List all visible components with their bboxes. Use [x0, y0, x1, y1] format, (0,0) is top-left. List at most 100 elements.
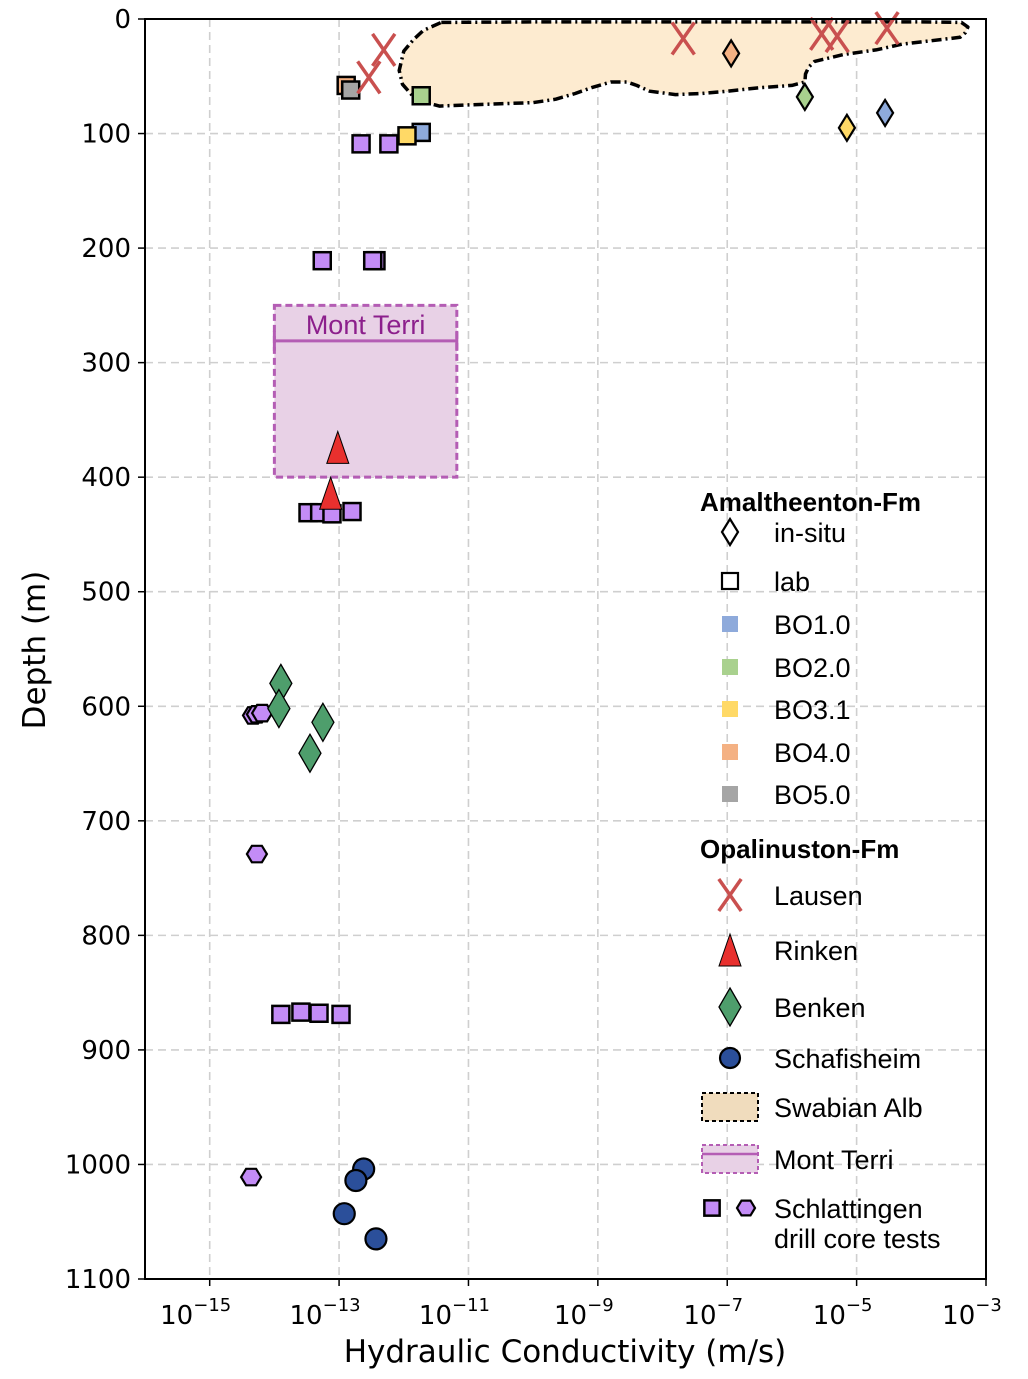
legend-item-bo2-0: BO2.0: [722, 653, 851, 683]
color-patch-icon: [722, 701, 738, 717]
data-point: [326, 429, 350, 464]
data-point: [331, 1004, 351, 1025]
data-point: [371, 32, 397, 67]
data-point: [342, 501, 362, 522]
data-point: [267, 688, 291, 729]
legend-item-bo3-1: BO3.1: [722, 695, 851, 725]
legend-label: Swabian Alb: [774, 1093, 923, 1123]
series-lausen: [356, 11, 900, 95]
x-tick-exponent: −15: [193, 1295, 231, 1316]
legend-item-lausen: Lausen: [717, 877, 863, 913]
plot-frame: [144, 18, 987, 1280]
legend-heading: Opalinuston-Fm: [700, 834, 899, 864]
legend-item-mont-terri: Mont Terri: [701, 1144, 894, 1175]
x-tick-base: 10: [942, 1301, 975, 1331]
x-stroke: [356, 60, 382, 95]
data-point: [344, 1168, 368, 1193]
data-point: [875, 97, 895, 129]
x-tick-exponent: −11: [452, 1295, 490, 1316]
data-point: [311, 702, 335, 743]
data-point: [411, 85, 431, 106]
data-point: [795, 81, 815, 112]
legend-item-benken: Benken: [718, 986, 866, 1028]
legend-item-bo1-0: BO1.0: [722, 610, 851, 640]
x-tick-base: 10: [290, 1301, 323, 1331]
legend-item-rinken: Rinken: [718, 932, 858, 967]
montterri-patch-icon: [701, 1144, 759, 1174]
triangle-icon: [718, 932, 742, 967]
x-tick-label: 10−15: [160, 1295, 231, 1331]
series-benken: [267, 663, 335, 774]
x-tick-exponent: −13: [323, 1295, 361, 1316]
x-tick-label: 10−13: [290, 1295, 361, 1331]
legend-label: Mont Terri: [774, 1145, 894, 1175]
x-tick-base: 10: [554, 1301, 587, 1331]
data-point: [298, 732, 322, 774]
legend-label: Schafisheim: [774, 1044, 921, 1074]
series-schlattingen-squares: [271, 134, 399, 1025]
data-point: [250, 703, 274, 723]
legend-item-in-situ: in-situ: [720, 516, 846, 548]
data-point: [837, 112, 857, 143]
data-point: [351, 134, 371, 154]
x-stroke: [371, 32, 397, 67]
x-axis-ticks: 10−15 10−13 10−11 10−9 10−7 10−5 10−3: [160, 1279, 1002, 1331]
hexagon-icon: [735, 1199, 757, 1217]
x-stroke: [670, 21, 696, 56]
legend-label: lab: [774, 567, 810, 597]
legend-label: BO2.0: [774, 653, 851, 683]
color-patch-icon: [722, 786, 738, 802]
data-point: [340, 80, 361, 100]
swabian-patch-icon: [701, 1092, 759, 1122]
y-tick-label: 1000: [65, 1150, 131, 1180]
mont-terri-region: [272, 303, 459, 479]
y-tick-label: 400: [81, 463, 131, 493]
x-tick-label: 10−7: [683, 1295, 743, 1331]
color-patch-icon: [722, 616, 738, 632]
circle-icon: [718, 1046, 742, 1070]
data-point: [239, 1167, 263, 1187]
diamond-icon: [720, 516, 740, 548]
data-point: [318, 475, 343, 510]
data-point: [332, 1202, 356, 1226]
y-axis-ticks: 0 100 200 300 400 500 600 700 800 900 1000 1100: [65, 5, 145, 1295]
x-stroke: [824, 19, 850, 54]
legend-label: Lausen: [774, 881, 863, 911]
legend-label: Rinken: [774, 936, 858, 966]
data-point: [379, 134, 399, 154]
x-tick-base: 10: [813, 1301, 846, 1331]
x-tick-base: 10: [419, 1301, 452, 1331]
x-stroke: [717, 877, 743, 913]
data-point: [721, 38, 741, 69]
legend-label: BO1.0: [774, 610, 851, 640]
data-point: [397, 126, 417, 146]
legend-label: Schlattingen: [774, 1194, 923, 1224]
square-icon: [720, 571, 740, 591]
y-tick-label: 900: [81, 1036, 131, 1066]
legend-item-bo4-0: BO4.0: [722, 738, 851, 768]
data-point: [670, 21, 696, 56]
data-point: [271, 1004, 291, 1025]
y-axis-label: Depth (m): [17, 571, 53, 730]
legend-label: Benken: [774, 993, 866, 1023]
data-point: [364, 1227, 388, 1251]
diamond-icon: [718, 986, 742, 1028]
series-rinken: [318, 429, 350, 510]
x-tick-label: 10−3: [942, 1295, 1002, 1331]
regions: Mont Terri: [272, 20, 970, 479]
y-tick-label: 800: [81, 921, 131, 951]
x-tick-label: 10−5: [813, 1295, 873, 1331]
legend-label: BO5.0: [774, 780, 851, 810]
legend-label-line2: drill core tests: [774, 1224, 941, 1254]
legend-item-swabian-alb: Swabian Alb: [701, 1092, 923, 1123]
square-icon: [703, 1199, 721, 1217]
legend-label: BO4.0: [774, 738, 851, 768]
y-tick-label: 500: [81, 578, 131, 608]
series-amaltheenton-lab: [336, 75, 431, 146]
y-tick-label: 700: [81, 807, 131, 837]
data-point: [245, 844, 269, 864]
data-marks: [239, 11, 900, 1251]
